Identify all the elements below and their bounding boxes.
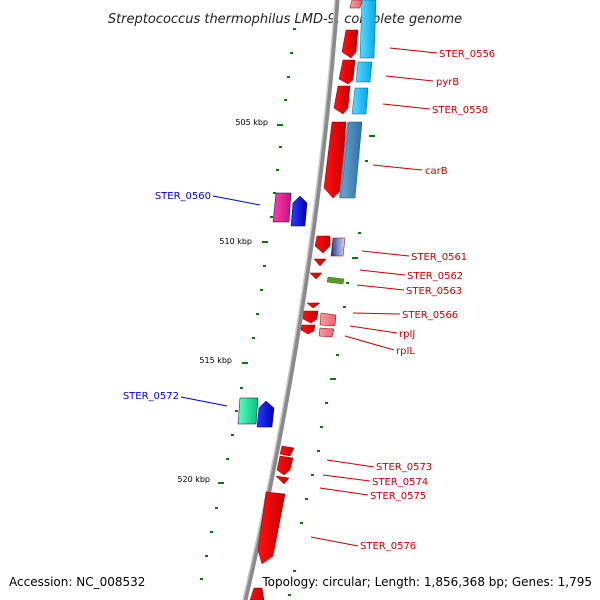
gene-label-rpIL: rpIL [396, 346, 415, 357]
gene-STER_0574 [276, 455, 294, 476]
genome-backbone-highlight [242, 0, 336, 600]
scale-label-520: 520 kbp [177, 475, 210, 484]
outer-tick-track [200, 28, 296, 580]
gene-carB [323, 121, 347, 199]
gene-STER_0563 [309, 272, 323, 280]
gene-rpIL [318, 327, 335, 338]
gene-label-STER_0560: STER_0560 [155, 191, 211, 202]
gene-rpIJ-left [302, 310, 319, 324]
gene-STER_0560-magenta [272, 192, 292, 223]
gene-pyrB-partner [355, 61, 373, 83]
gene-label-STER_0574: STER_0574 [372, 477, 428, 488]
gene-STER_0577 [249, 587, 265, 600]
scale-label-510: 510 kbp [219, 237, 252, 246]
scale-label-515: 515 kbp [199, 356, 232, 365]
gene-STER_0575 [275, 475, 290, 485]
gene-label-rpIJ: rpIJ [399, 329, 415, 340]
gene-STER_0573 [279, 445, 295, 457]
gene-label-STER_0561: STER_0561 [411, 252, 467, 263]
gene-STER_0558 [333, 85, 351, 115]
scale-labels: 505 kbp 510 kbp 515 kbp 520 kbp [177, 118, 268, 484]
gene-labels: STER_0556 pyrB STER_0558 carB STER_0560 … [123, 49, 495, 552]
gene-STER_0555 [349, 0, 363, 9]
gene-STER_0566 [306, 302, 321, 309]
gene-label-pyrB: pyrB [436, 77, 459, 88]
gene-STER_0576 [257, 491, 286, 565]
gene-STER_0556-partner [359, 0, 377, 59]
gene-STER_0558-partner [351, 87, 369, 115]
accession-text: Accession: NC_008532 [9, 575, 145, 589]
inner-tick-track [288, 40, 375, 596]
gene-STER_0561 [314, 235, 331, 254]
gene-label-STER_0572: STER_0572 [123, 391, 179, 402]
gene-label-STER_0576: STER_0576 [360, 541, 416, 552]
genome-backbone [242, 0, 340, 600]
map-title: Streptococcus thermophilus LMD-9, comple… [108, 12, 462, 27]
gene-STER_0556 [341, 29, 359, 59]
gene-label-STER_0563: STER_0563 [406, 286, 462, 297]
genome-summary-text: Topology: circular; Length: 1,856,368 bp… [261, 575, 592, 589]
gene-STER_0572 [256, 400, 275, 428]
gene-label-STER_0575: STER_0575 [370, 491, 426, 502]
gene-STER_0572-mint [237, 397, 259, 425]
gene-label-STER_0562: STER_0562 [407, 271, 463, 282]
gene-STER_0560 [290, 195, 308, 227]
forward-features [323, 0, 363, 199]
cyan-features [339, 0, 377, 199]
leader-lines [180, 47, 438, 547]
scale-label-505: 505 kbp [235, 118, 268, 127]
gene-STER_0562 [313, 258, 327, 267]
gene-label-carB: carB [425, 166, 448, 177]
gene-rpIL-left [300, 324, 316, 335]
gene-label-STER_0573: STER_0573 [376, 462, 432, 473]
gene-label-STER_0566: STER_0566 [402, 310, 458, 321]
gene-STER_0563-partner [326, 276, 345, 285]
gene-label-STER_0556: STER_0556 [439, 49, 495, 60]
gene-STER_0561-partner [330, 237, 346, 257]
gene-label-STER_0558: STER_0558 [432, 105, 488, 116]
mid-features [249, 235, 346, 600]
reverse-features [237, 192, 308, 428]
gene-STER_0556b [338, 59, 356, 85]
gene-rpIJ [319, 312, 337, 327]
